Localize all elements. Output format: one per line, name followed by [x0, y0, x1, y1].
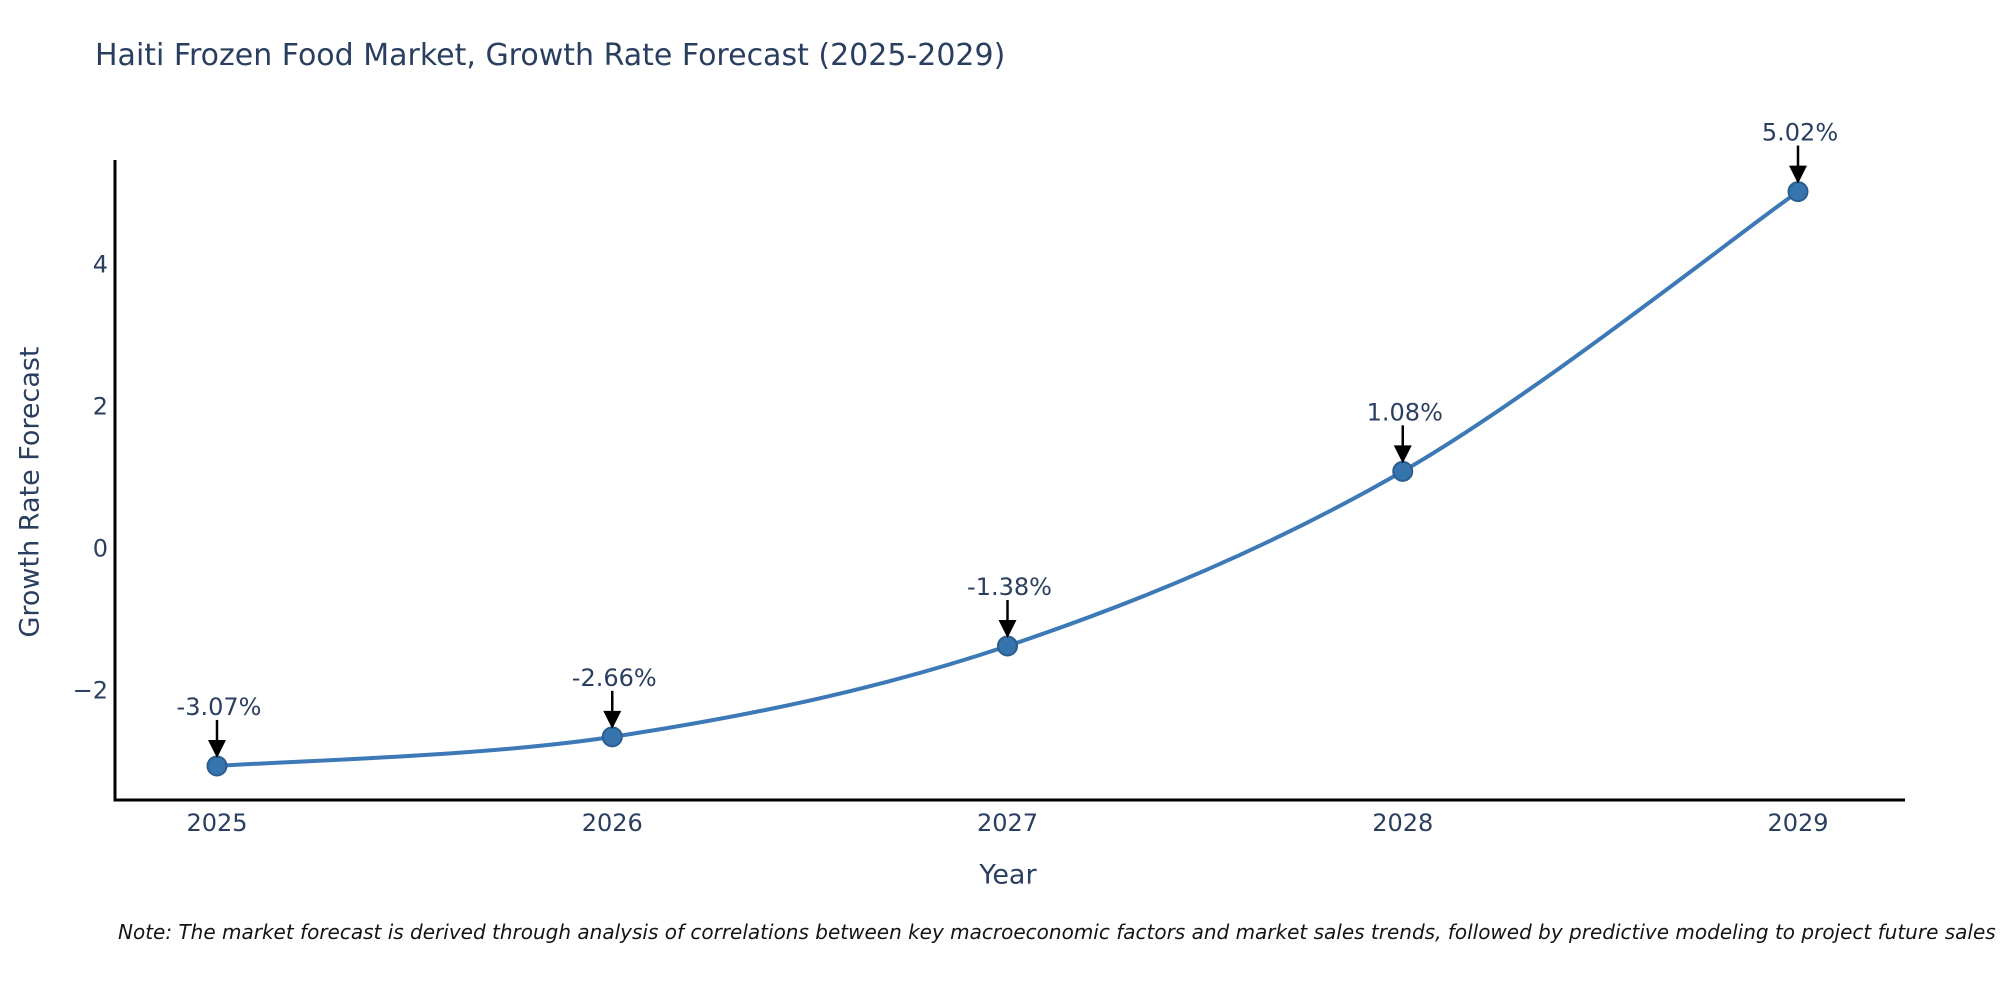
y-tick-label: 4 — [93, 251, 108, 279]
data-point-marker — [601, 726, 623, 748]
y-tick-label: 2 — [93, 393, 108, 421]
x-tick-label: 2025 — [186, 809, 247, 837]
data-point-marker — [206, 755, 228, 777]
data-point-marker — [1787, 181, 1809, 203]
y-tick-label: −2 — [73, 677, 108, 705]
chart-title: Haiti Frozen Food Market, Growth Rate Fo… — [95, 38, 1006, 73]
annotation-arrowhead — [603, 710, 622, 729]
footnote: Note: The market forecast is derived thr… — [118, 920, 1996, 944]
annotation-label: -3.07% — [177, 693, 262, 721]
annotation-arrowhead — [1789, 165, 1807, 184]
x-tick-label: 2027 — [977, 809, 1038, 837]
data-point-marker — [1392, 460, 1414, 482]
annotation-arrowhead — [998, 619, 1017, 638]
x-axis-label: Year — [979, 859, 1037, 891]
y-tick-label: 0 — [93, 535, 108, 563]
data-point-marker — [997, 635, 1018, 657]
annotation-label: -2.66% — [572, 664, 657, 692]
x-tick-label: 2028 — [1372, 809, 1433, 837]
x-tick-label: 2029 — [1767, 809, 1828, 837]
annotation-arrowhead — [208, 739, 226, 758]
annotation-label: -1.38% — [967, 573, 1052, 601]
x-tick-label: 2026 — [582, 809, 643, 837]
trend-line — [215, 189, 1800, 768]
annotation-arrowhead — [1393, 445, 1412, 464]
annotation-label: 1.08% — [1367, 398, 1443, 426]
annotation-label: 5.02% — [1762, 119, 1838, 147]
